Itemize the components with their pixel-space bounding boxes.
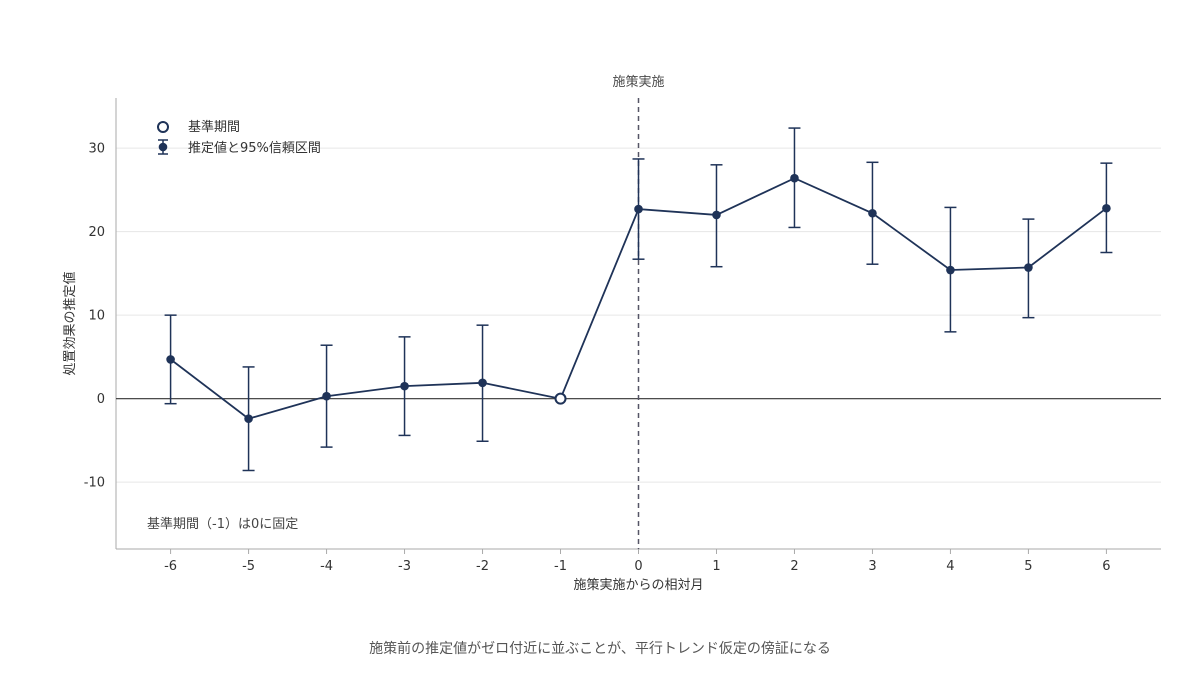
estimate-point [946, 265, 955, 275]
y-tick-label: -10 [84, 476, 105, 491]
estimate-point [634, 204, 643, 214]
y-axis-title: 処置効果の推定値 [62, 271, 78, 375]
estimate-point [322, 391, 331, 401]
y-tick-label: 20 [88, 225, 105, 240]
x-tick-label: 1 [712, 559, 720, 574]
x-tick-label: -1 [554, 559, 567, 574]
y-tick-label: 30 [88, 142, 105, 157]
x-tick-label: 3 [868, 559, 876, 574]
legend-item-reference: 基準期間 [188, 119, 240, 135]
chart-caption: 施策前の推定値がゼロ付近に並ぶことが、平行トレンド仮定の傍証になる [369, 641, 831, 657]
vline-label: 施策実施 [612, 74, 664, 90]
x-tick-label: -2 [476, 559, 489, 574]
y-tick-label: 10 [88, 309, 105, 324]
estimate-point [400, 381, 409, 391]
x-tick-label: -4 [320, 559, 333, 574]
x-tick-label: -5 [242, 559, 255, 574]
x-tick-label: 5 [1024, 559, 1032, 574]
x-tick-label: 2 [790, 559, 798, 574]
y-tick-label: 0 [97, 392, 105, 407]
x-axis-title: 施策実施からの相対月 [573, 577, 703, 593]
estimate-point [478, 378, 487, 388]
reference-point [554, 392, 567, 405]
legend-reference-marker [157, 121, 169, 133]
estimate-point [790, 173, 799, 183]
estimate-point [244, 414, 253, 424]
x-tick-label: 6 [1102, 559, 1110, 574]
x-tick-label: 0 [634, 559, 642, 574]
estimate-point [166, 355, 175, 364]
baseline-annotation: 基準期間（-1）は0に固定 [147, 516, 298, 532]
legend-item-estimate: 推定値と95%信頼区間 [188, 140, 321, 156]
estimate-point [1024, 263, 1033, 272]
estimate-point [1102, 203, 1111, 213]
x-tick-label: 4 [946, 559, 954, 574]
estimate-point [712, 210, 721, 220]
legend-point [158, 142, 168, 152]
legend: 基準期間 推定値と95%信頼区間 [157, 119, 321, 156]
x-tick-label: -6 [164, 559, 177, 574]
estimate-point [868, 208, 877, 218]
legend-estimate-marker [158, 139, 168, 155]
x-tick-label: -3 [398, 559, 411, 574]
